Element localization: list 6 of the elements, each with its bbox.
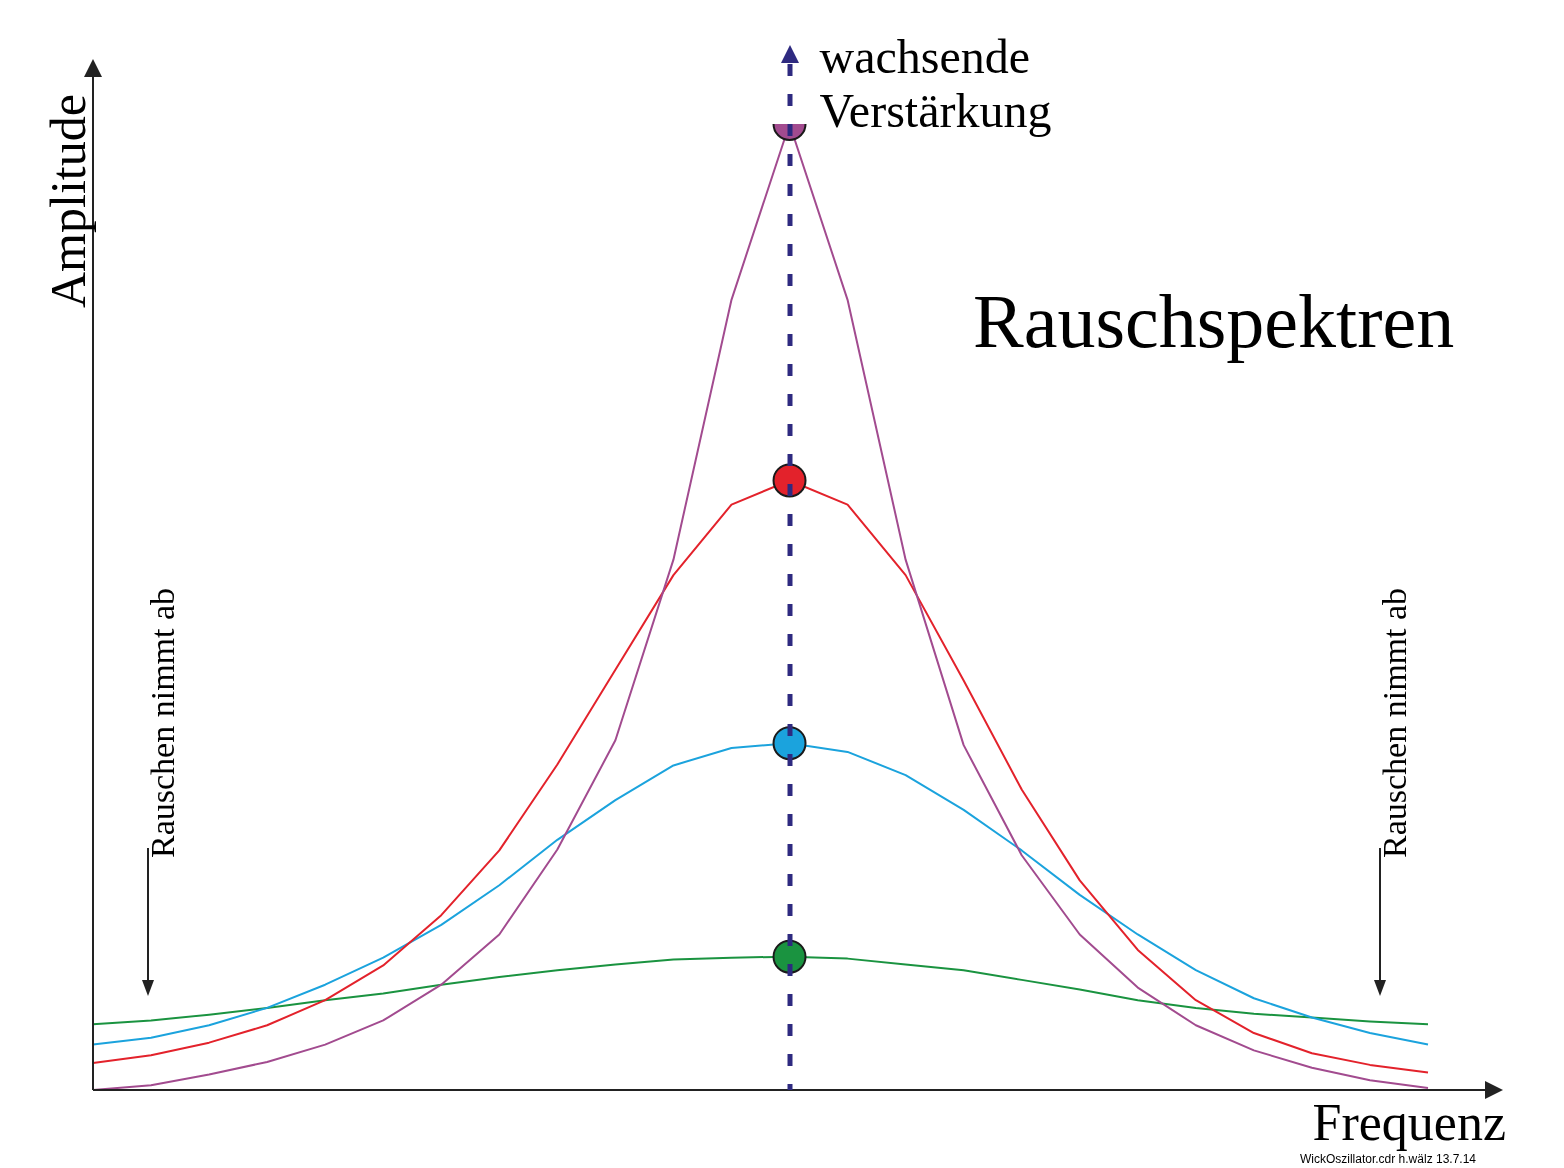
annotation: Rauschen nimmt ab <box>143 586 182 858</box>
y-axis-title: Amplitude <box>39 93 97 308</box>
annotation: wachsende Verstärkung <box>819 30 1053 138</box>
text: Rauschspektren <box>973 278 1455 365</box>
text: WickOszillator.cdr h.wälz 13.7.14 <box>1299 1152 1476 1166</box>
annotation: Rauschen nimmt ab <box>1376 587 1413 858</box>
